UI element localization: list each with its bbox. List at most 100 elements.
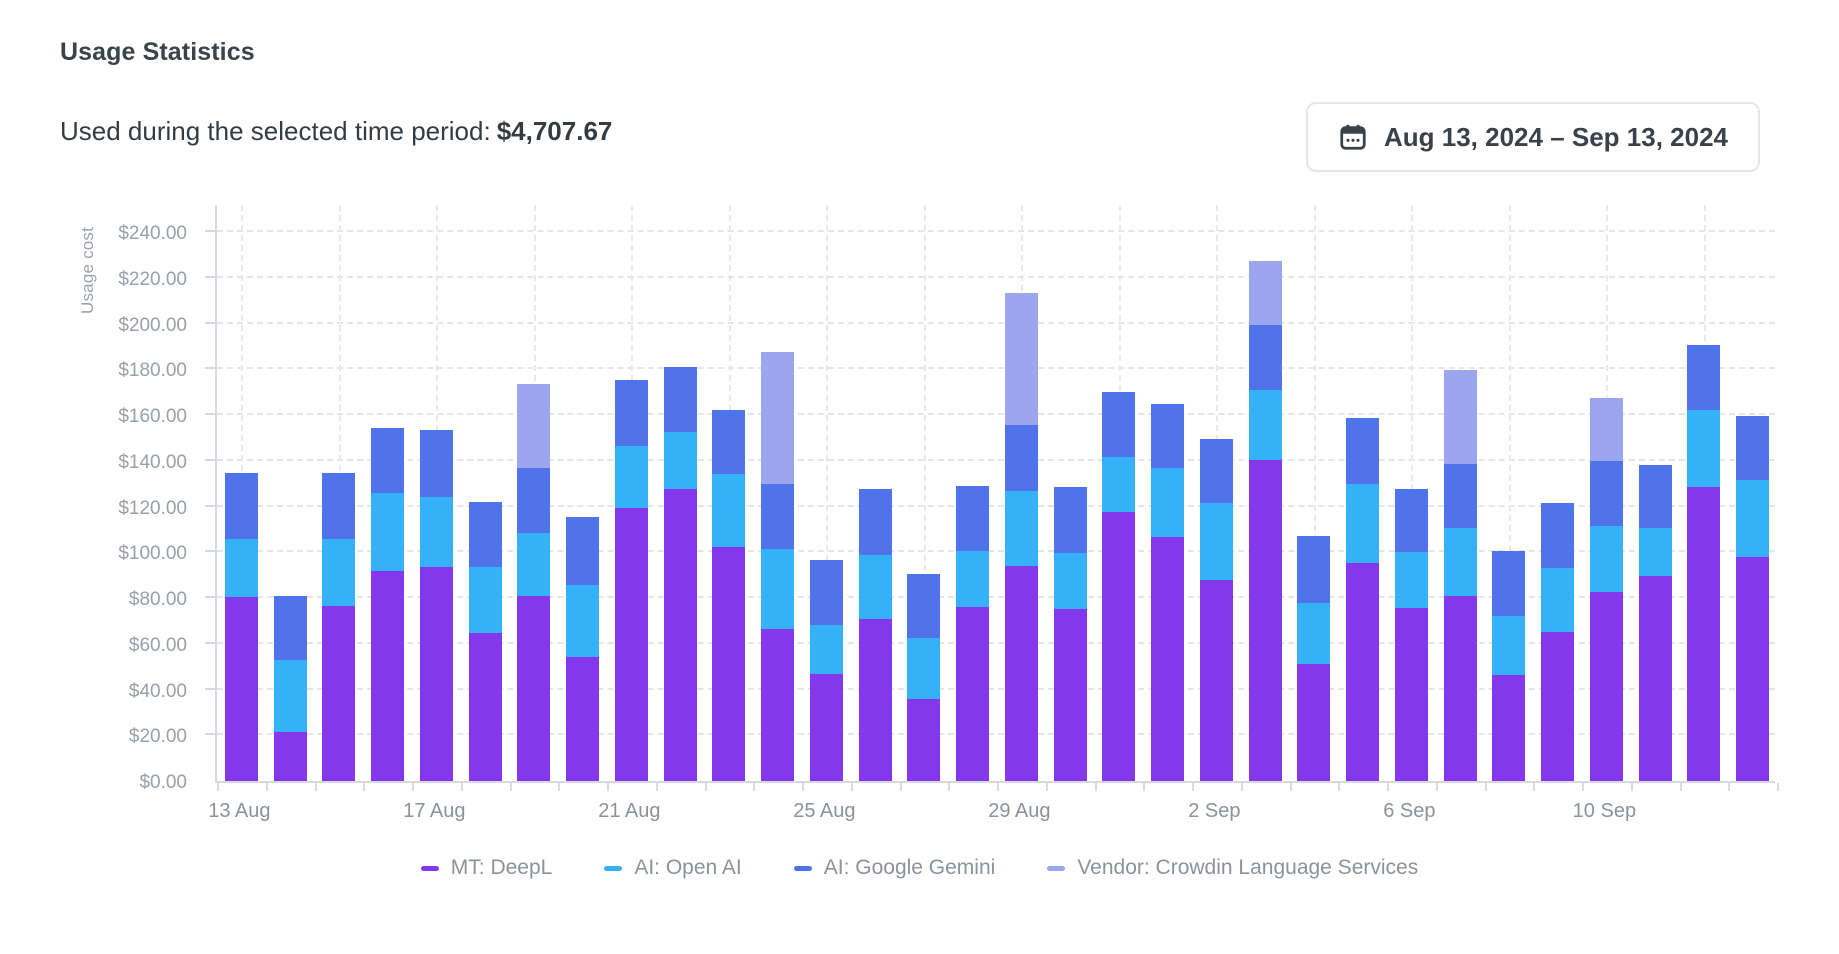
bar-20-aug[interactable] — [566, 516, 600, 781]
bar-segment-ai-google-gemini[interactable] — [1687, 345, 1721, 411]
bar-segment-ai-google-gemini[interactable] — [858, 489, 892, 555]
bar-segment-ai-google-gemini[interactable] — [1492, 551, 1526, 617]
bar-segment-ai-google-gemini[interactable] — [1297, 536, 1331, 603]
bar-segment-ai-google-gemini[interactable] — [1053, 487, 1087, 554]
bar-segment-mt-deepl[interactable] — [907, 698, 941, 781]
bar-segment-ai-open-ai[interactable] — [1151, 467, 1185, 538]
bar-16-aug[interactable] — [371, 427, 405, 781]
bar-segment-ai-open-ai[interactable] — [1199, 503, 1233, 580]
bar-segment-mt-deepl[interactable] — [1589, 592, 1623, 781]
bar-segment-ai-google-gemini[interactable] — [1004, 425, 1038, 491]
bar-29-aug[interactable] — [1004, 292, 1038, 781]
bar-segment-ai-open-ai[interactable] — [517, 532, 551, 596]
bar-segment-mt-deepl[interactable] — [1687, 487, 1721, 781]
bar-19-aug[interactable] — [517, 384, 551, 781]
bar-segment-ai-google-gemini[interactable] — [1248, 324, 1282, 390]
bar-2-sep[interactable] — [1199, 439, 1233, 781]
bar-segment-ai-open-ai[interactable] — [1346, 483, 1380, 563]
bar-13-aug[interactable] — [224, 473, 258, 781]
bar-segment-ai-open-ai[interactable] — [712, 474, 746, 547]
bar-segment-ai-open-ai[interactable] — [1736, 480, 1770, 557]
bar-28-aug[interactable] — [956, 485, 990, 781]
bar-segment-ai-open-ai[interactable] — [1687, 410, 1721, 488]
bar-segment-ai-google-gemini[interactable] — [1736, 416, 1770, 481]
bar-segment-ai-open-ai[interactable] — [1443, 528, 1477, 596]
bar-segment-ai-open-ai[interactable] — [371, 492, 405, 571]
bar-segment-ai-open-ai[interactable] — [273, 659, 307, 732]
bar-segment-ai-google-gemini[interactable] — [1102, 392, 1136, 458]
bar-18-aug[interactable] — [468, 501, 502, 781]
bar-segment-ai-open-ai[interactable] — [224, 538, 258, 597]
bar-segment-ai-open-ai[interactable] — [663, 432, 697, 490]
bar-segment-ai-open-ai[interactable] — [1589, 525, 1623, 593]
bar-26-aug[interactable] — [858, 489, 892, 781]
bar-30-aug[interactable] — [1053, 487, 1087, 781]
bar-segment-ai-google-gemini[interactable] — [956, 485, 990, 552]
bar-segment-vendor-crowdin-language-services[interactable] — [1589, 397, 1623, 461]
bar-17-aug[interactable] — [419, 429, 453, 781]
bar-segment-vendor-crowdin-language-services[interactable] — [1004, 292, 1038, 426]
bar-segment-ai-open-ai[interactable] — [468, 567, 502, 634]
bar-segment-ai-google-gemini[interactable] — [273, 595, 307, 660]
bar-segment-ai-google-gemini[interactable] — [1541, 503, 1575, 569]
bar-24-aug[interactable] — [761, 352, 795, 781]
bar-segment-mt-deepl[interactable] — [517, 595, 551, 781]
bar-segment-ai-google-gemini[interactable] — [566, 516, 600, 586]
bar-segment-mt-deepl[interactable] — [322, 606, 356, 781]
bar-segment-ai-open-ai[interactable] — [1248, 389, 1282, 460]
bar-21-aug[interactable] — [614, 379, 648, 781]
bar-segment-mt-deepl[interactable] — [1394, 608, 1428, 781]
bar-segment-ai-open-ai[interactable] — [419, 497, 453, 568]
bar-segment-ai-google-gemini[interactable] — [1151, 403, 1185, 468]
bar-1-sep[interactable] — [1151, 403, 1185, 781]
bar-15-aug[interactable] — [322, 473, 356, 781]
bar-31-aug[interactable] — [1102, 392, 1136, 781]
bar-22-aug[interactable] — [663, 366, 697, 781]
bar-segment-mt-deepl[interactable] — [1297, 664, 1331, 781]
bar-segment-mt-deepl[interactable] — [1541, 632, 1575, 781]
bar-11-sep[interactable] — [1638, 465, 1672, 781]
bar-segment-mt-deepl[interactable] — [956, 607, 990, 781]
bar-segment-ai-open-ai[interactable] — [1297, 602, 1331, 665]
bar-segment-ai-google-gemini[interactable] — [1443, 464, 1477, 529]
bar-segment-mt-deepl[interactable] — [1151, 537, 1185, 781]
bar-segment-mt-deepl[interactable] — [1736, 556, 1770, 781]
bar-segment-ai-open-ai[interactable] — [761, 548, 795, 629]
bar-3-sep[interactable] — [1248, 260, 1282, 781]
bar-segment-mt-deepl[interactable] — [273, 731, 307, 781]
legend-item-vendor-crowdin-language-services[interactable]: Vendor: Crowdin Language Services — [1047, 856, 1418, 880]
bar-segment-mt-deepl[interactable] — [1102, 512, 1136, 781]
bar-segment-mt-deepl[interactable] — [468, 633, 502, 781]
bar-segment-mt-deepl[interactable] — [858, 618, 892, 781]
bar-14-aug[interactable] — [273, 595, 307, 781]
bar-segment-ai-google-gemini[interactable] — [907, 574, 941, 639]
bar-segment-ai-open-ai[interactable] — [1102, 457, 1136, 513]
bar-segment-mt-deepl[interactable] — [1053, 609, 1087, 781]
legend-item-ai-google-gemini[interactable]: AI: Google Gemini — [793, 856, 995, 880]
bar-segment-ai-google-gemini[interactable] — [1346, 418, 1380, 484]
bar-segment-ai-google-gemini[interactable] — [224, 473, 258, 539]
bar-segment-mt-deepl[interactable] — [614, 507, 648, 781]
bar-segment-ai-open-ai[interactable] — [1394, 552, 1428, 609]
bar-8-sep[interactable] — [1492, 551, 1526, 781]
bar-segment-ai-open-ai[interactable] — [1638, 528, 1672, 577]
bar-segment-mt-deepl[interactable] — [224, 596, 258, 781]
bar-segment-mt-deepl[interactable] — [371, 570, 405, 781]
bar-segment-vendor-crowdin-language-services[interactable] — [1443, 370, 1477, 465]
bar-segment-ai-google-gemini[interactable] — [371, 427, 405, 493]
bar-segment-vendor-crowdin-language-services[interactable] — [517, 384, 551, 468]
bar-segment-mt-deepl[interactable] — [712, 546, 746, 781]
bar-segment-mt-deepl[interactable] — [1443, 595, 1477, 781]
bar-segment-ai-open-ai[interactable] — [956, 551, 990, 608]
bar-segment-mt-deepl[interactable] — [809, 673, 843, 781]
bar-23-aug[interactable] — [712, 410, 746, 781]
bar-segment-mt-deepl[interactable] — [1346, 562, 1380, 781]
bar-segment-ai-open-ai[interactable] — [1492, 616, 1526, 675]
bar-segment-ai-google-gemini[interactable] — [663, 366, 697, 433]
bar-9-sep[interactable] — [1541, 503, 1575, 781]
bar-5-sep[interactable] — [1346, 418, 1380, 781]
bar-segment-ai-google-gemini[interactable] — [712, 410, 746, 475]
bar-segment-ai-google-gemini[interactable] — [419, 429, 453, 498]
bar-segment-mt-deepl[interactable] — [1199, 579, 1233, 781]
bar-segment-ai-open-ai[interactable] — [614, 445, 648, 508]
